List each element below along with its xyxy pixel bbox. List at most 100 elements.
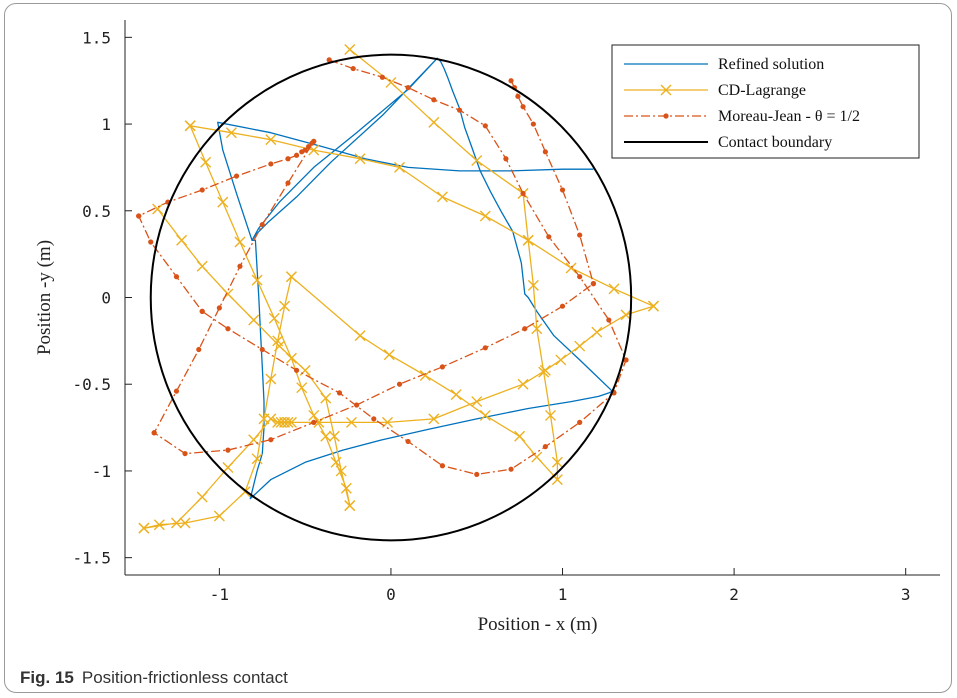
x-marker <box>217 196 229 208</box>
x-marker <box>225 127 237 139</box>
dot-marker <box>237 263 243 269</box>
y-tick-label: -1 <box>92 462 111 481</box>
x-marker <box>279 300 291 312</box>
x-marker <box>152 203 164 215</box>
dot-marker <box>259 346 265 353</box>
dot-marker <box>293 367 300 373</box>
x-marker <box>479 409 491 421</box>
x-marker <box>647 300 659 312</box>
x-marker <box>419 370 431 382</box>
legend-x-marker <box>660 84 672 96</box>
y-tick-label: 0 <box>101 289 111 308</box>
x-tick-label: 3 <box>901 585 911 604</box>
x-marker <box>383 349 395 361</box>
figure-label: Fig. 15 <box>20 668 74 687</box>
x-marker <box>196 491 208 503</box>
dot-marker <box>559 187 566 193</box>
x-marker <box>320 430 332 442</box>
x-marker <box>574 340 586 352</box>
x-marker <box>517 378 529 390</box>
dot-marker <box>577 274 583 280</box>
x-marker <box>176 234 188 246</box>
dot-marker <box>285 156 291 162</box>
series-1 <box>217 57 613 500</box>
x-marker <box>299 364 311 376</box>
dot-marker <box>405 438 411 445</box>
y-tick-label: -1.5 <box>72 549 111 568</box>
axes: -1 0 1 2 3 -1.5 -1 -0.5 0 0.5 1 1.5 Position - x (m)… <box>34 20 940 635</box>
x-tick-label: -1 <box>210 585 229 604</box>
series-4 <box>149 53 633 542</box>
x-marker <box>591 326 603 338</box>
x-marker <box>436 191 448 203</box>
x-tick-label: 0 <box>386 585 396 604</box>
dot-marker <box>482 345 488 351</box>
x-marker <box>265 413 277 425</box>
x-marker <box>340 482 352 494</box>
legend-label: Refined solution <box>718 56 824 73</box>
dot-marker <box>196 346 202 353</box>
dot-marker <box>233 173 240 179</box>
dot-marker <box>474 471 480 478</box>
legend-label: Moreau-Jean - θ = 1/2 <box>718 108 860 125</box>
x-marker <box>282 416 294 428</box>
legend-label: Contact boundary <box>718 134 832 151</box>
x-marker <box>285 416 297 428</box>
dot-marker <box>336 390 343 396</box>
x-tick-label: 1 <box>558 585 568 604</box>
dot-marker <box>606 317 612 323</box>
x-marker <box>545 409 557 421</box>
dot-marker <box>199 187 205 193</box>
x-marker <box>196 260 208 272</box>
legend-item: Refined solution <box>624 56 824 73</box>
dot-marker <box>590 281 597 287</box>
dot-marker <box>305 144 312 150</box>
dot-marker <box>405 85 411 91</box>
dot-marker <box>326 57 332 63</box>
series-2 <box>138 43 659 534</box>
series-3 <box>136 57 629 478</box>
dot-marker <box>520 104 526 110</box>
dot-marker <box>542 444 548 450</box>
x-tick-label: 2 <box>729 585 739 604</box>
dot-marker <box>173 274 180 280</box>
x-marker <box>555 354 567 366</box>
x-marker <box>296 382 308 394</box>
x-marker <box>344 500 356 512</box>
dot-marker <box>293 152 300 158</box>
y-tick-label: -0.5 <box>72 375 111 394</box>
x-marker <box>354 153 366 165</box>
dot-marker <box>482 123 488 129</box>
x-marker <box>394 161 406 173</box>
y-tick-label: 1.5 <box>82 28 111 47</box>
y-tick-label: 1 <box>101 115 111 134</box>
dot-marker <box>173 388 180 394</box>
dot-marker <box>439 463 446 469</box>
x-marker <box>354 330 366 342</box>
x-marker <box>328 430 340 442</box>
legend-item: Contact boundary <box>624 134 832 151</box>
dot-marker <box>268 437 274 443</box>
y-axis-label: Position -y (m) <box>34 240 55 355</box>
x-marker <box>565 262 577 274</box>
legend: Refined solution CD-Lagrange Moreau-Jean -… <box>611 44 920 159</box>
x-marker <box>514 430 526 442</box>
x-marker <box>385 76 397 88</box>
legend-label: CD-Lagrange <box>718 82 806 99</box>
x-marker <box>330 456 342 468</box>
dot-marker <box>456 107 463 113</box>
x-marker <box>273 340 285 352</box>
dot-marker <box>354 402 360 408</box>
x-marker <box>522 234 534 246</box>
dot-marker <box>508 78 514 84</box>
dot-marker <box>151 430 157 436</box>
series-line <box>217 57 613 500</box>
dot-marker <box>508 466 514 472</box>
dot-marker <box>311 138 317 145</box>
x-marker <box>153 519 165 531</box>
dot-marker <box>515 93 521 99</box>
legend-dot-marker <box>663 113 669 119</box>
x-marker <box>479 210 491 222</box>
x-marker <box>213 510 225 522</box>
